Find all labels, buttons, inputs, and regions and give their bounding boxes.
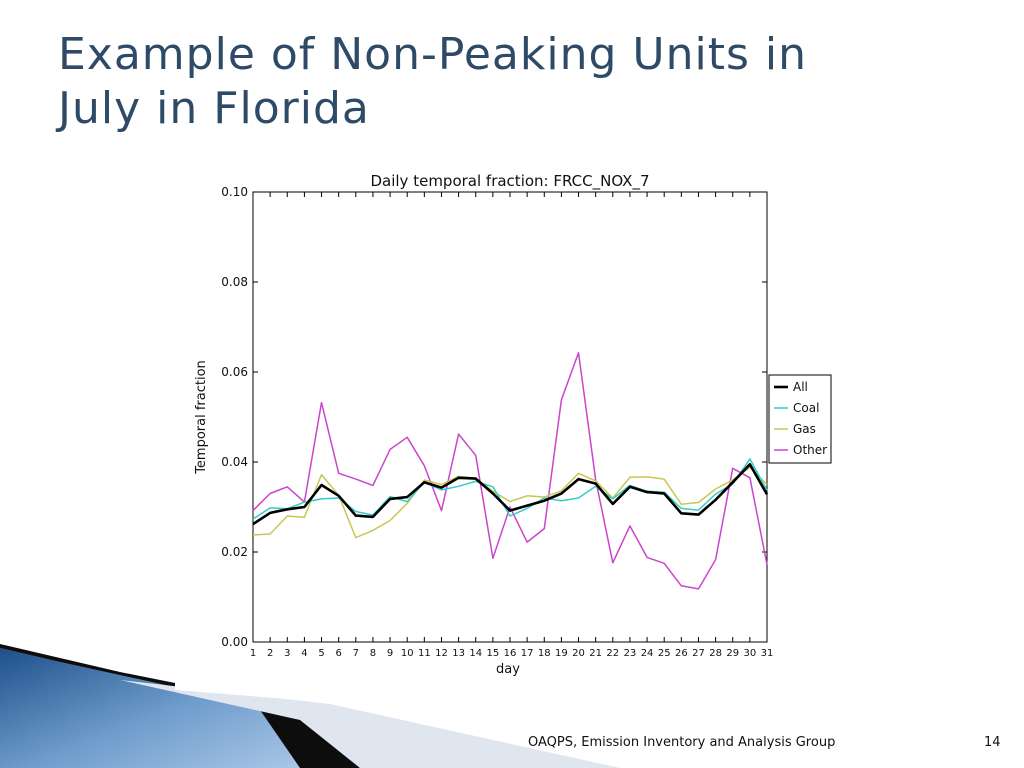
x-tick-label: 24 <box>641 648 654 659</box>
x-tick-label: 22 <box>606 648 619 659</box>
x-tick-label: 27 <box>692 648 705 659</box>
x-tick-label: 10 <box>401 648 414 659</box>
page-number: 14 <box>984 735 1001 750</box>
x-tick-label: 25 <box>658 648 671 659</box>
x-tick-label: 16 <box>504 648 517 659</box>
chart-title: Daily temporal fraction: FRCC_NOX_7 <box>370 172 649 191</box>
legend-label-coal: Coal <box>793 401 819 415</box>
x-tick-label: 9 <box>387 648 393 659</box>
x-tick-label: 8 <box>370 648 376 659</box>
legend-box <box>768 374 832 464</box>
series-lines <box>252 351 769 590</box>
x-tick-label: 14 <box>469 648 482 659</box>
x-tick-label: 18 <box>538 648 551 659</box>
x-tick-label: 15 <box>486 648 499 659</box>
x-tick-label: 1 <box>250 648 256 659</box>
y-tick-label: 0.00 <box>221 635 248 649</box>
x-tick-label: 23 <box>624 648 637 659</box>
x-tick-label: 3 <box>284 648 290 659</box>
series-line-coal <box>252 458 768 520</box>
legend-label-other: Other <box>793 443 827 457</box>
slide-title-line-1: Example of Non-Peaking Units in <box>58 29 807 80</box>
y-tick-label: 0.04 <box>221 455 248 469</box>
slide-title-line-2: July in Florida <box>58 83 370 134</box>
x-tick-label: 2 <box>267 648 273 659</box>
x-tick-label: 12 <box>435 648 448 659</box>
x-axis-label: day <box>496 662 520 677</box>
x-tick-label: 29 <box>726 648 739 659</box>
x-tick-label: 20 <box>572 648 585 659</box>
x-tick-label: 13 <box>452 648 465 659</box>
x-tick-label: 6 <box>335 648 341 659</box>
x-tick-label: 17 <box>521 648 534 659</box>
slide-title: Example of Non-Peaking Units in July in … <box>58 28 958 136</box>
y-tick-label: 0.02 <box>221 545 248 559</box>
y-tick-label: 0.08 <box>221 275 248 289</box>
legend: All Coal Gas Other <box>768 374 832 464</box>
series-line-other <box>252 351 768 590</box>
footer-text: OAQPS, Emission Inventory and Analysis G… <box>528 735 836 750</box>
x-tick-label: 11 <box>418 648 431 659</box>
x-tick-label: 19 <box>555 648 568 659</box>
x-tick-label: 4 <box>301 648 307 659</box>
x-tick-label: 30 <box>743 648 756 659</box>
x-tick-label: 21 <box>589 648 602 659</box>
x-tick-label: 5 <box>318 648 324 659</box>
plot-area-frame <box>252 191 768 643</box>
corner-decoration <box>0 644 620 768</box>
temporal-fraction-chart: Daily temporal fraction: FRCC_NOX_7 day … <box>194 172 832 677</box>
series-line-all <box>252 462 769 526</box>
x-tick-label: 7 <box>353 648 359 659</box>
x-tick-label: 26 <box>675 648 688 659</box>
legend-label-all: All <box>793 380 808 394</box>
legend-label-gas: Gas <box>793 422 816 436</box>
y-tick-label: 0.10 <box>221 185 248 199</box>
axes: 0.000.020.040.060.080.101 2 3 4 5 6 7 8 9 10 11 12 1… <box>221 185 773 659</box>
x-tick-label: 28 <box>709 648 722 659</box>
x-tick-label: 31 <box>761 648 774 659</box>
y-tick-label: 0.06 <box>221 365 248 379</box>
y-axis-label: Temporal fraction <box>194 360 209 475</box>
